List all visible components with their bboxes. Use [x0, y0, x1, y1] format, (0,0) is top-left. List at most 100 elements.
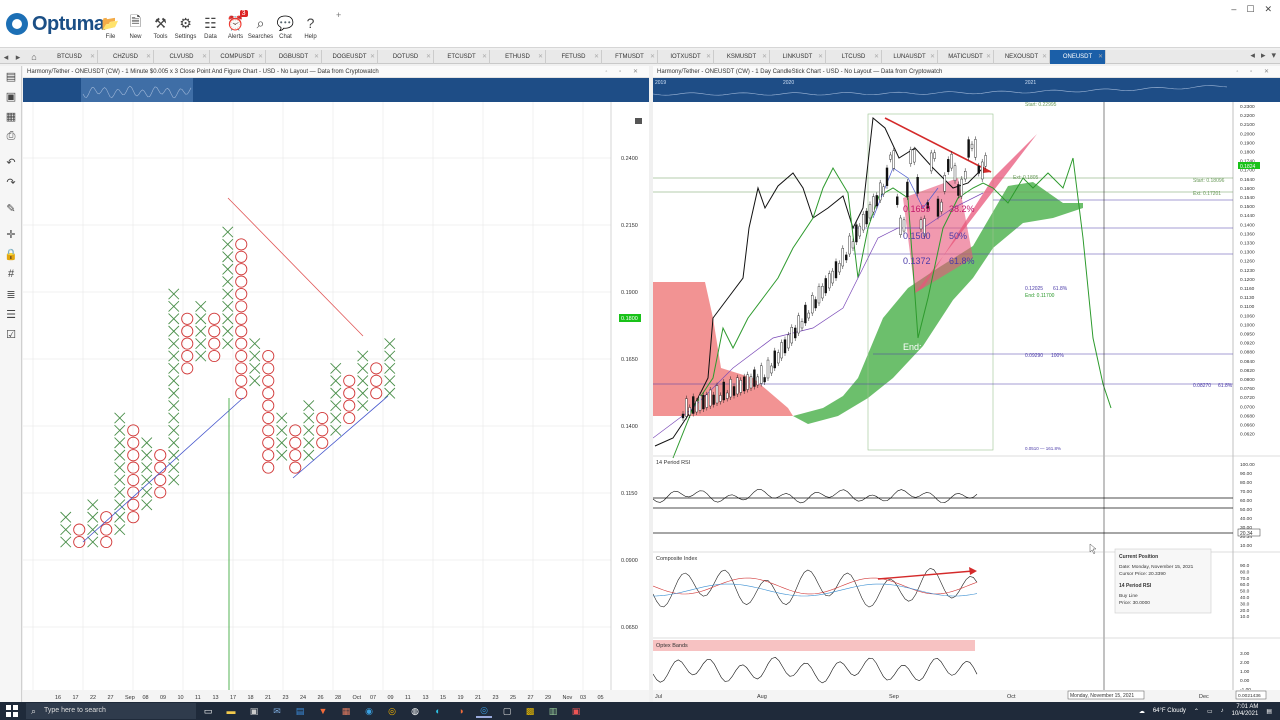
tab-close-icon[interactable]: ✕: [705, 54, 711, 60]
app-icon[interactable]: ▣: [571, 705, 581, 716]
help-button[interactable]: ? Help: [298, 14, 323, 46]
tab-close-icon[interactable]: ✕: [593, 54, 599, 60]
home-icon[interactable]: ⌂: [31, 52, 37, 62]
tab-chzusd[interactable]: CHZUSD ✕: [98, 50, 154, 64]
tab-close-icon[interactable]: ✕: [1041, 54, 1047, 60]
tab-close-icon[interactable]: ✕: [873, 54, 879, 60]
mail-icon[interactable]: ✉: [273, 705, 281, 716]
optuma-task-icon[interactable]: ◎: [476, 704, 492, 718]
taskbar-search[interactable]: Type here to search: [26, 703, 196, 719]
app-icon[interactable]: ▥: [548, 705, 558, 716]
tab-clvusd[interactable]: CLVUSD ✕: [154, 50, 210, 64]
network-icon[interactable]: ▭: [1206, 708, 1213, 715]
checklist-icon[interactable]: ☑: [6, 328, 16, 341]
tab-etcusdt[interactable]: ETCUSDT ✕: [434, 50, 490, 64]
tab-iotxusdt[interactable]: IOTXUSDT ✕: [658, 50, 714, 64]
tab-scroll-right-icon[interactable]: ▸: [1260, 50, 1266, 60]
tab-close-icon[interactable]: ✕: [313, 54, 319, 60]
open-icon[interactable]: ▣: [5, 90, 17, 103]
save-icon[interactable]: ▦: [5, 110, 17, 123]
chat-button[interactable]: 💬 Chat: [273, 14, 298, 46]
tab-linkusdt[interactable]: LINKUSDT ✕: [770, 50, 826, 64]
tab-dogeusdt[interactable]: DOGEUSDT ✕: [322, 50, 378, 64]
weather-icon[interactable]: ☁: [1138, 708, 1145, 715]
store-icon[interactable]: ▤: [295, 705, 305, 716]
grid-icon[interactable]: #: [7, 268, 15, 280]
chrome-icon[interactable]: ◎: [388, 705, 396, 716]
tab-close-icon[interactable]: ✕: [257, 54, 263, 60]
tab-compusdt[interactable]: COMPUSDT ✕: [210, 50, 266, 64]
tab-close-icon[interactable]: ✕: [89, 54, 95, 60]
start-button[interactable]: [6, 705, 18, 717]
tab-close-icon[interactable]: ✕: [761, 54, 767, 60]
edge-icon[interactable]: ◉: [365, 705, 373, 716]
tab-ksmusdt[interactable]: KSMUSDT ✕: [714, 50, 770, 64]
tab-ftmusdt[interactable]: FTMUSDT ✕: [602, 50, 658, 64]
candle-chart[interactable]: 2019 2020 2021 0.2300 0.2200 0.2100 0.2000 0.19…: [653, 78, 1280, 702]
tab-close-icon[interactable]: ✕: [817, 54, 823, 60]
file-explorer-icon[interactable]: ▬: [226, 706, 236, 716]
list-icon[interactable]: ☰: [6, 308, 16, 321]
tab-close-icon[interactable]: ✕: [425, 54, 431, 60]
tab-close-icon[interactable]: ✕: [481, 54, 487, 60]
tab-close-icon[interactable]: ✕: [145, 54, 151, 60]
back-icon[interactable]: ◂: [3, 51, 9, 62]
panel-window-controls[interactable]: ◦ ▫ ✕: [1236, 69, 1274, 75]
weather-text[interactable]: 64°F Cloudy: [1152, 708, 1186, 714]
pencil-icon[interactable]: ✎: [6, 202, 16, 215]
panel-window-controls[interactable]: ◦ ▫ ✕: [605, 69, 643, 75]
crosshair-icon[interactable]: ✛: [6, 228, 16, 241]
notifications-icon[interactable]: ▤: [1266, 708, 1272, 715]
tab-menu-icon[interactable]: ▾: [1271, 50, 1276, 60]
tab-scroll-left-icon[interactable]: ◂: [1250, 50, 1255, 60]
app-icon[interactable]: ▦: [341, 705, 351, 716]
minimize-icon[interactable]: –: [1231, 4, 1237, 14]
tab-ethusd[interactable]: ETHUSD ✕: [490, 50, 546, 64]
file-button[interactable]: 📂 File: [98, 14, 123, 46]
page-icon[interactable]: ▤: [5, 70, 17, 83]
alerts-button[interactable]: ⏰ 3 Alerts: [223, 10, 248, 46]
volume-icon[interactable]: ♪: [1220, 708, 1224, 714]
tab-close-icon[interactable]: ✕: [369, 54, 375, 60]
searches-button[interactable]: ⌕ Searches: [248, 14, 273, 46]
app-icon[interactable]: ▢: [502, 705, 512, 716]
tab-close-icon[interactable]: ✕: [985, 54, 991, 60]
data-button[interactable]: ☷ Data: [198, 14, 223, 46]
app-icon[interactable]: ◑: [458, 706, 464, 716]
undo-icon[interactable]: ↶: [6, 156, 16, 169]
forward-icon[interactable]: ▸: [15, 51, 21, 62]
tab-close-icon[interactable]: ✕: [649, 54, 655, 60]
tab-close-icon[interactable]: ✕: [201, 54, 207, 60]
maximize-icon[interactable]: ☐: [1246, 4, 1255, 14]
tab-close-icon[interactable]: ✕: [929, 54, 935, 60]
tools-button[interactable]: ⚒ Tools: [148, 14, 173, 46]
settings-button[interactable]: ⚙ Settings: [173, 14, 198, 46]
brave-icon[interactable]: ▼: [318, 706, 328, 716]
tab-btcusd[interactable]: BTCUSD ✕: [42, 50, 98, 64]
clock[interactable]: 7:01 AM 10/4/2021: [1232, 704, 1259, 718]
tab-maticusdt[interactable]: MATICUSDT ✕: [938, 50, 994, 64]
new-button[interactable]: 🗎 New: [123, 13, 148, 46]
pnf-chart[interactable]: 0.2400 0.2150 0.1900 0.1650 0.1400 0.1150 0.09…: [23, 78, 649, 702]
tab-lunausdt[interactable]: LUNAUSDT ✕: [882, 50, 938, 64]
print-icon[interactable]: ⎙: [6, 129, 16, 142]
tab-nexousdt[interactable]: NEXOUSDT ✕: [994, 50, 1050, 64]
candle-overview-strip[interactable]: [653, 78, 1280, 102]
lock-icon[interactable]: [635, 118, 642, 124]
add-ribbon-icon[interactable]: +: [336, 10, 342, 20]
lock-icon[interactable]: 🔒: [4, 248, 18, 261]
task-view-icon[interactable]: ▭: [203, 705, 213, 716]
tab-dotusd[interactable]: DOTUSD ✕: [378, 50, 434, 64]
tray-arrow-icon[interactable]: ⌃: [1193, 708, 1199, 715]
overview-window[interactable]: [81, 78, 193, 102]
tab-ltcusd[interactable]: LTCUSD ✕: [826, 50, 882, 64]
redo-icon[interactable]: ↷: [6, 176, 16, 189]
close-icon[interactable]: ✕: [1264, 4, 1272, 14]
app-icon[interactable]: ◐: [435, 706, 441, 716]
layers-icon[interactable]: ≣: [6, 288, 16, 301]
tab-oneusdt[interactable]: ONEUSDT ✕: [1050, 50, 1106, 64]
tab-close-icon[interactable]: ✕: [537, 54, 543, 60]
tab-dgbusdt[interactable]: DGBUSDT ✕: [266, 50, 322, 64]
tab-fetusd[interactable]: FETUSD ✕: [546, 50, 602, 64]
tab-close-icon[interactable]: ✕: [1097, 54, 1103, 60]
